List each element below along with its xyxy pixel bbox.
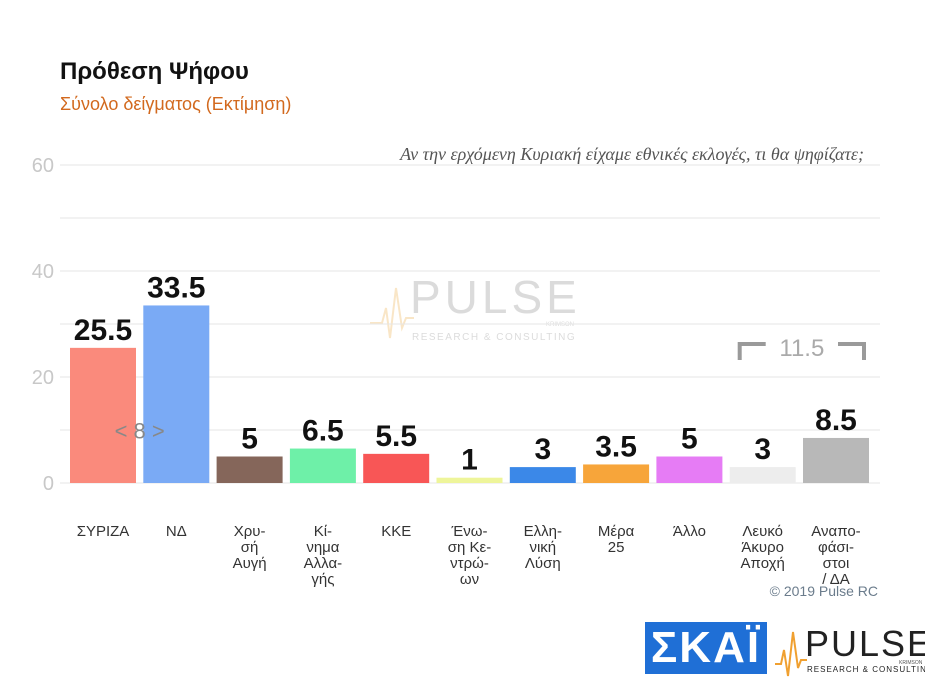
bar-value-label: 3.5: [595, 430, 637, 463]
pulse-logo-sub: RESEARCH & CONSULTING: [807, 665, 925, 674]
y-tick-label: 40: [32, 261, 54, 283]
y-tick-label: 60: [32, 155, 54, 177]
category-label: Αλλα-: [304, 555, 342, 572]
bar: [70, 347, 136, 483]
bar: [143, 305, 210, 483]
bar-value-label: 5.5: [375, 420, 417, 453]
bar: [363, 453, 430, 483]
category-label: Άλλο: [673, 523, 706, 540]
category-label: / ΔΑ: [822, 571, 850, 588]
category-label: Κί-: [314, 523, 332, 540]
bar-value-label: 5: [681, 423, 698, 456]
category-label: Άκυρο: [741, 539, 784, 556]
pulse-logo-text: PULSE: [805, 623, 925, 664]
bracket-right: [838, 342, 866, 360]
y-tick-label: 20: [32, 367, 54, 389]
y-tick-label: 0: [43, 473, 54, 495]
bar: [436, 477, 503, 483]
category-label: Ελλη-: [524, 523, 562, 540]
bar-value-label: 25.5: [74, 314, 132, 347]
category-label: στοι: [823, 555, 850, 572]
category-label: ΚΚΕ: [381, 523, 411, 540]
category-label: 25: [608, 539, 625, 556]
category-label: ΝΔ: [166, 523, 187, 540]
bar-value-label: 3: [754, 433, 771, 466]
bar: [509, 467, 576, 483]
chart-title: Πρόθεση Ψήφου: [60, 58, 249, 85]
skai-logo: ΣΚΑΪ: [645, 622, 767, 674]
bar-value-label: 5: [241, 423, 258, 456]
pulse-watermark: PULSE KRIMSON RESEARCH & CONSULTING: [370, 271, 581, 343]
bar-value-label: 1: [461, 444, 478, 477]
bracket-left: [737, 342, 766, 360]
category-label: Λύση: [525, 555, 561, 572]
bracket-annotation: 11.5: [779, 335, 824, 362]
bar: [289, 448, 356, 483]
gap-annotation: < 8 >: [115, 419, 165, 444]
survey-question: Αν την ερχόμενη Κυριακή είχαμε εθνικές ε…: [400, 144, 864, 164]
category-label: νημα: [306, 539, 339, 556]
bar-value-label: 33.5: [147, 271, 205, 304]
category-label: Μέρα: [598, 523, 635, 540]
category-label: Χρυ-: [234, 523, 266, 540]
category-label: νική: [529, 539, 556, 556]
category-label: ων: [460, 571, 479, 588]
copyright-text: © 2019 Pulse RC: [769, 583, 878, 599]
bar: [583, 464, 650, 483]
bar: [803, 437, 869, 483]
bar-value-label: 8.5: [815, 404, 857, 437]
category-label: γής: [311, 571, 334, 588]
pulse-logo: PULSE KRIMSON RESEARCH & CONSULTING: [775, 623, 925, 677]
chart-subtitle: Σύνολο δείγματος (Εκτίμηση): [60, 94, 292, 114]
category-label: Αποχή: [741, 555, 785, 572]
category-label: ση Κε-: [448, 539, 491, 556]
bar: [216, 456, 283, 483]
category-label: Αναπο-: [811, 523, 860, 540]
pulse-logo-tag: KRIMSON: [899, 660, 923, 666]
watermark-text: PULSE: [410, 271, 581, 323]
category-label: φάσι-: [818, 539, 854, 556]
watermark-sub: RESEARCH & CONSULTING: [412, 332, 576, 343]
category-label: σή: [241, 539, 259, 556]
bar: [729, 467, 796, 483]
watermark-tag: KRIMSON: [546, 322, 574, 328]
category-label: ντρώ-: [450, 555, 489, 572]
bar-value-label: 6.5: [302, 415, 344, 448]
category-label: Ένω-: [451, 523, 488, 540]
bar-value-label: 3: [534, 433, 551, 466]
category-label: ΣΥΡΙΖΑ: [77, 523, 130, 540]
category-label: Λευκό: [742, 523, 783, 540]
bar: [656, 456, 723, 483]
category-label: Αυγή: [233, 555, 267, 572]
